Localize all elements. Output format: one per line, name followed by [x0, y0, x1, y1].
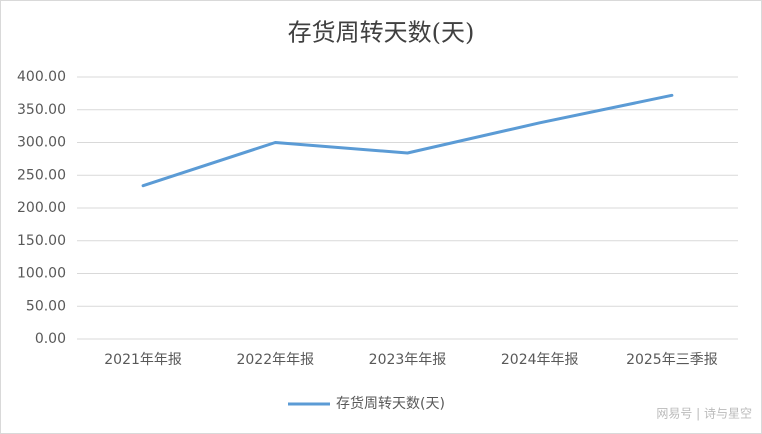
- y-tick-label: 350.00: [17, 102, 66, 118]
- y-tick-label: 400.00: [17, 69, 66, 85]
- x-tick-label: 2021年年报: [104, 352, 182, 368]
- chart-title: 存货周转天数(天): [288, 19, 475, 47]
- y-tick-label: 100.00: [17, 266, 66, 282]
- y-tick-label: 250.00: [17, 167, 66, 183]
- x-tick-label: 2024年年报: [501, 352, 579, 368]
- x-tick-label: 2025年三季报: [626, 352, 718, 368]
- y-tick-label: 300.00: [17, 135, 66, 151]
- y-tick-label: 50.00: [26, 298, 66, 314]
- x-tick-label: 2023年年报: [369, 352, 447, 368]
- y-tick-label: 200.00: [17, 200, 66, 216]
- data-line: [141, 93, 674, 188]
- x-tick-label: 2022年年报: [236, 352, 314, 368]
- watermark: 网易号 | 诗与星空: [656, 407, 752, 421]
- y-tick-label: 150.00: [17, 233, 66, 249]
- legend-label: 存货周转天数(天): [336, 395, 445, 412]
- y-tick-label: 0.00: [35, 331, 66, 347]
